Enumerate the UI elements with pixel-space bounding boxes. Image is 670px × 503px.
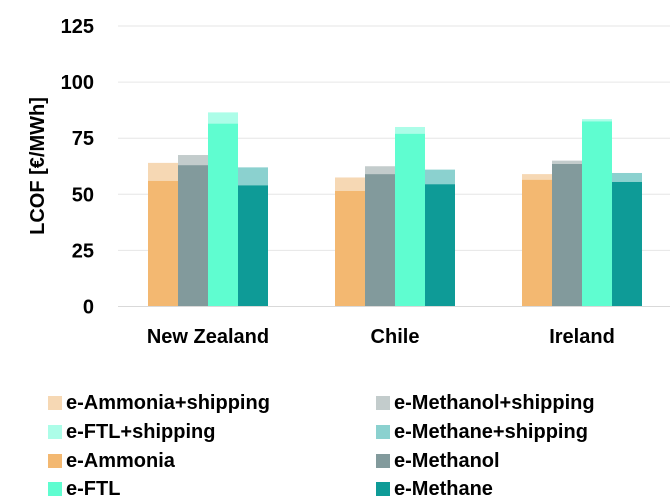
bar-methanol — [178, 165, 208, 307]
bar-ftl — [395, 133, 425, 307]
legend-label: e-Methanol — [394, 450, 500, 472]
category-label: New Zealand — [147, 326, 269, 348]
bar-methane-shipping — [612, 172, 642, 182]
y-axis-ticks: 0 25 50 75 100 125 — [61, 16, 94, 319]
bar-ftl-shipping — [395, 126, 425, 134]
bar-ammonia — [335, 190, 365, 307]
y-tick-label: 100 — [61, 72, 94, 94]
bar-methane — [238, 185, 268, 307]
bar-ammonia-shipping — [335, 177, 365, 191]
legend-swatch — [376, 396, 390, 410]
bar-methanol — [365, 174, 395, 307]
bar-ftl — [582, 121, 612, 307]
legend: e-Ammonia+shipping e-Methanol+shipping e-F… — [48, 392, 595, 500]
legend-swatch — [48, 482, 62, 496]
bar-ammonia — [522, 179, 552, 307]
bar-ammonia — [148, 180, 178, 307]
legend-label: e-Methane — [394, 478, 493, 500]
legend-swatch — [48, 425, 62, 439]
bar-ftl-shipping — [582, 119, 612, 122]
y-tick-label: 0 — [83, 297, 94, 319]
legend-swatch — [48, 454, 62, 468]
legend-swatch — [376, 425, 390, 439]
bar-methanol — [552, 164, 582, 307]
bar-methanol-shipping — [365, 166, 395, 175]
bar-ammonia-shipping — [522, 174, 552, 180]
y-tick-label: 50 — [72, 184, 94, 206]
bar-ftl — [208, 123, 238, 307]
bar-methane-shipping — [238, 167, 268, 186]
bar-methane — [612, 181, 642, 307]
bar-methanol-shipping — [178, 155, 208, 166]
category-label: Ireland — [549, 326, 615, 348]
bar-methane-shipping — [425, 169, 455, 185]
y-tick-label: 25 — [72, 240, 94, 262]
category-labels: New Zealand Chile Ireland — [147, 326, 615, 348]
legend-swatch — [376, 454, 390, 468]
bars — [148, 112, 642, 307]
legend-swatch — [48, 396, 62, 410]
bar-ftl-shipping — [208, 112, 238, 124]
bar-methanol-shipping — [552, 160, 582, 165]
y-tick-label: 75 — [72, 128, 94, 150]
bar-methane — [425, 184, 455, 307]
legend-label: e-Methane+shipping — [394, 421, 588, 443]
legend-label: e-FTL+shipping — [66, 421, 215, 443]
legend-label: e-Ammonia — [66, 450, 176, 472]
legend-label: e-Ammonia+shipping — [66, 392, 270, 414]
category-label: Chile — [371, 326, 420, 348]
bar-ammonia-shipping — [148, 162, 178, 181]
legend-label: e-Methanol+shipping — [394, 392, 595, 414]
y-tick-label: 125 — [61, 16, 94, 38]
y-axis-label: LCOF [€/MWh] — [27, 97, 49, 235]
legend-label: e-FTL — [66, 478, 120, 500]
legend-swatch — [376, 482, 390, 496]
